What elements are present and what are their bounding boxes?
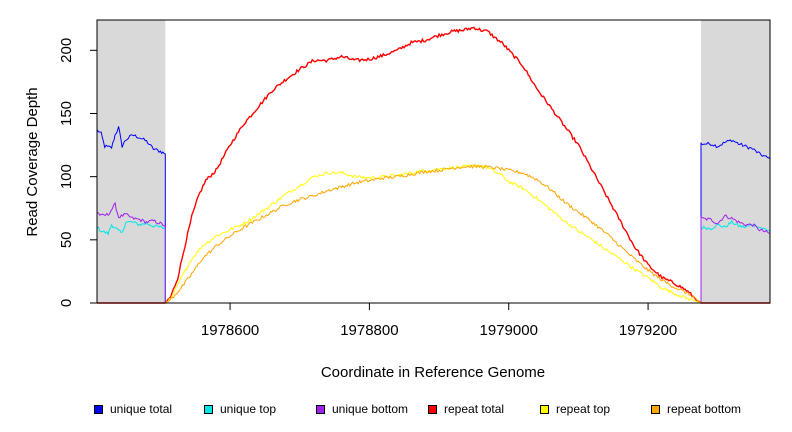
legend: unique total unique top unique bottom repea… [0,401,792,419]
legend-item: repeat total [428,401,504,417]
legend-item: unique total [94,401,172,417]
series-line-unique-top [96,219,771,304]
legend-item: unique bottom [316,401,408,417]
y-tick-label: 0 [58,299,75,307]
legend-label: unique total [110,402,173,416]
legend-item: repeat top [540,401,610,417]
shaded-regions [97,20,770,303]
legend-swatch [540,404,549,414]
x-tick-label: 1978800 [340,322,398,339]
y-tick-label: 200 [58,38,75,63]
series-lines [96,26,771,304]
legend-swatch [651,404,660,414]
series-line-unique-bottom [96,201,771,304]
x-axis-label: Coordinate in Reference Genome [321,364,545,381]
y-tick-label: 100 [58,164,75,189]
series-line-repeat-total [97,26,770,304]
y-axis-label: Read Coverage Depth [24,87,41,236]
legend-label: repeat top [556,402,611,416]
x-tick-label: 1978600 [201,322,259,339]
legend-label: repeat total [444,402,505,416]
y-axis: 0 50 100 150 200 [58,38,97,307]
legend-swatch [316,404,325,414]
legend-label: unique bottom [332,402,409,416]
y-tick-label: 50 [58,231,75,248]
series-line-repeat-bottom [97,164,770,304]
legend-swatch [204,404,213,414]
series-line-repeat-top [97,164,770,304]
legend-label: repeat bottom [667,402,742,416]
legend-swatch [428,404,437,414]
legend-item: repeat bottom [651,401,741,417]
y-tick-label: 150 [58,101,75,126]
legend-label: unique top [220,402,277,416]
plot-frame [96,19,771,304]
shaded-region-0 [97,20,166,303]
legend-item: unique top [204,401,276,417]
shaded-region-1 [701,20,770,303]
x-axis: 1978600 1978800 1979000 1979200 [201,303,677,339]
series-line-unique-total [96,126,771,304]
x-tick-label: 1979200 [619,322,677,339]
x-tick-label: 1979000 [480,322,538,339]
legend-swatch [94,404,103,414]
